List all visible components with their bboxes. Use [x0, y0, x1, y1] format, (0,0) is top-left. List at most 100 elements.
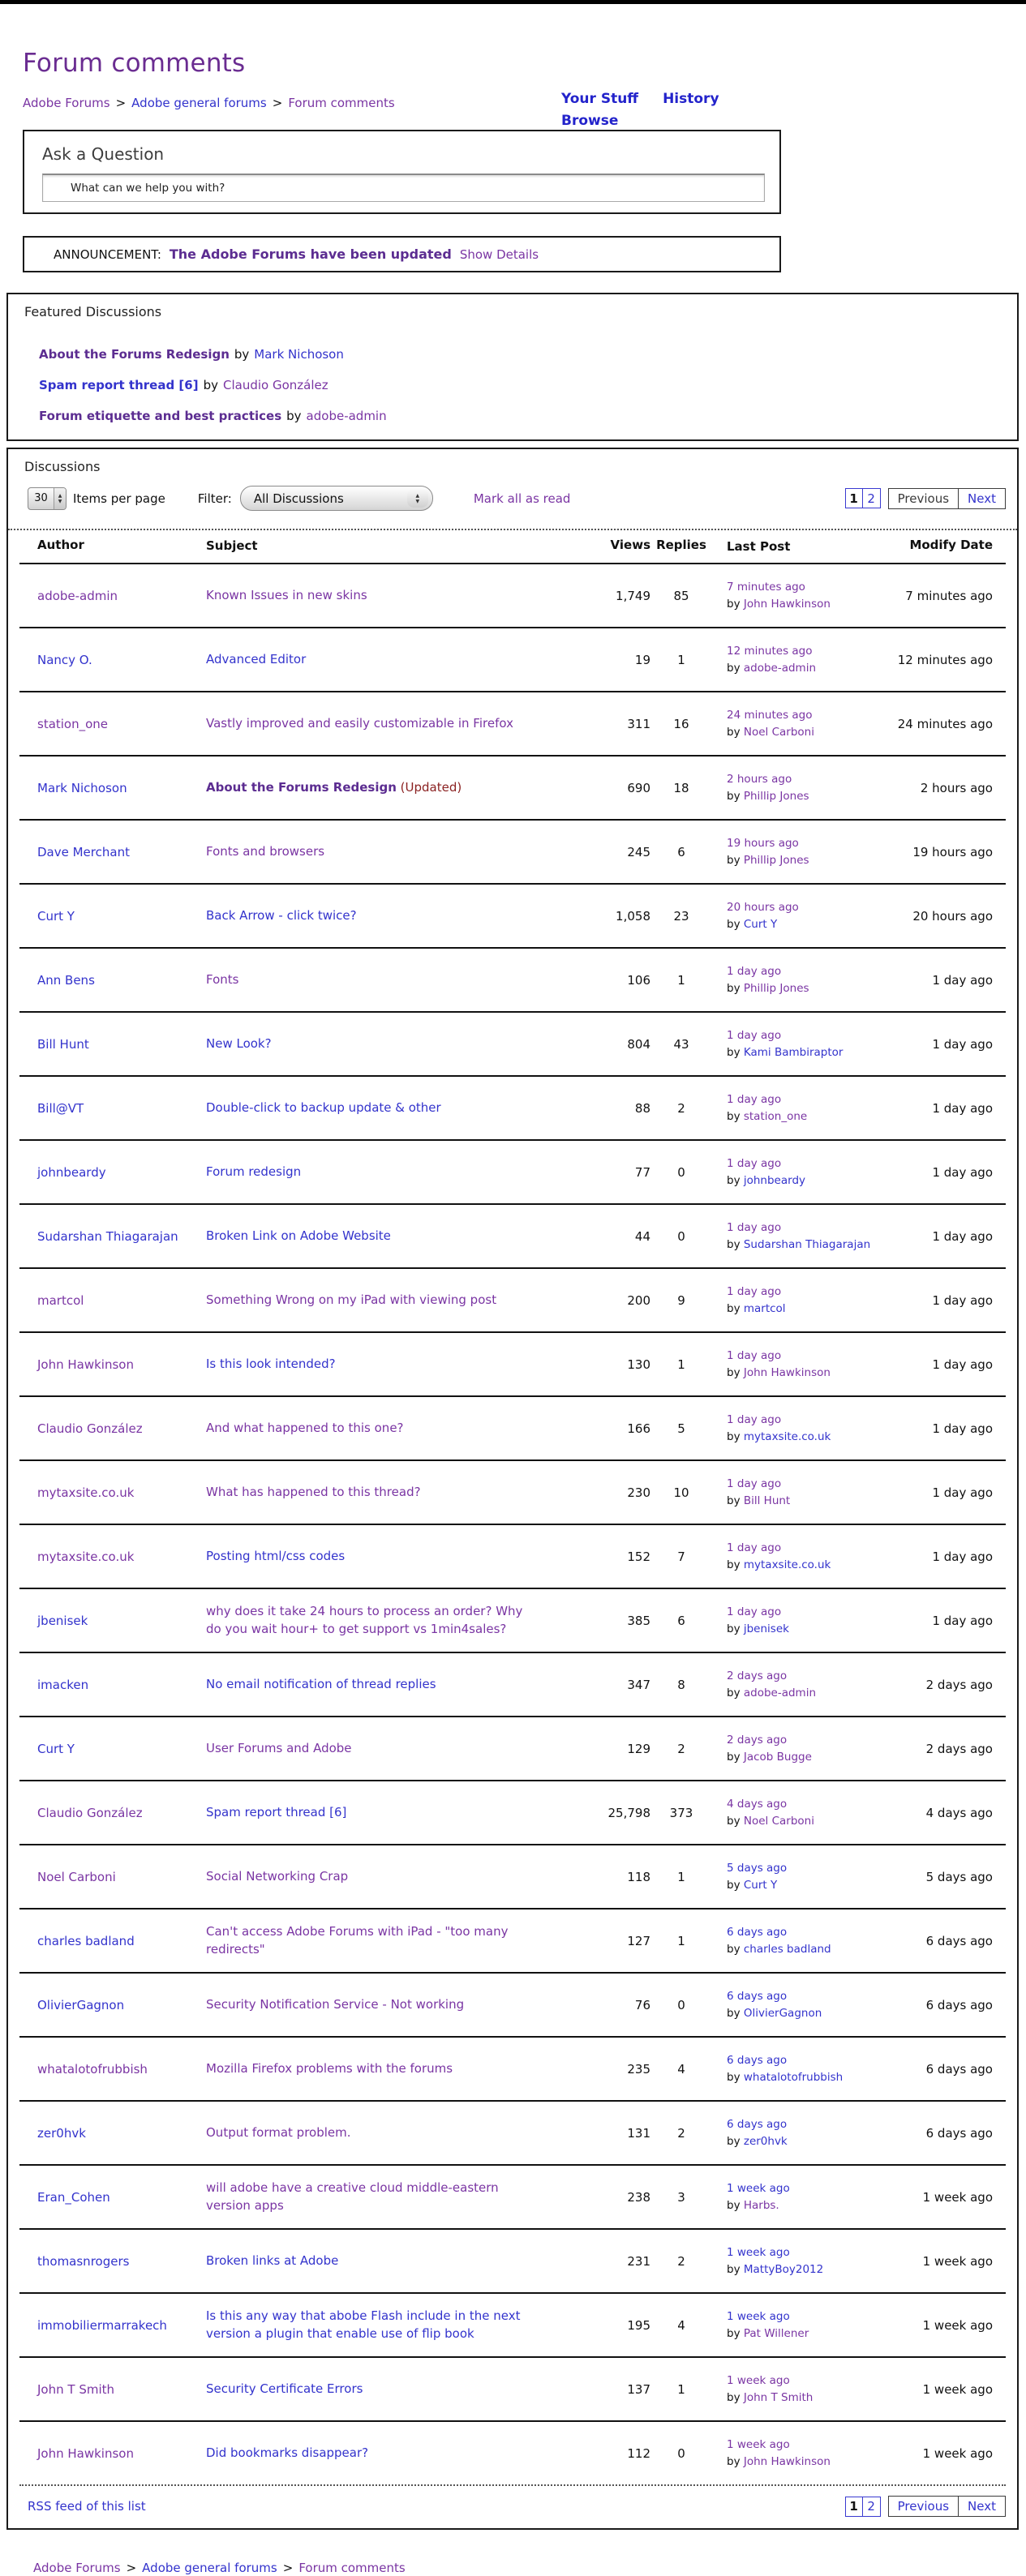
breadcrumb-general-forums[interactable]: Adobe general forums	[131, 96, 267, 110]
subject-link[interactable]: Is this any way that abobe Flash include…	[206, 2308, 521, 2341]
last-post-time-link[interactable]: 1 day ago	[727, 1348, 782, 1362]
last-post-time-link[interactable]: 4 days ago	[727, 1797, 788, 1811]
last-post-author-link[interactable]: John Hawkinson	[743, 597, 831, 611]
breadcrumb-forum-comments[interactable]: Forum comments	[298, 2561, 406, 2576]
last-post-author-link[interactable]: John Hawkinson	[743, 2454, 831, 2468]
last-post-author-link[interactable]: jbenisek	[743, 1622, 789, 1635]
nav-history[interactable]: History	[663, 91, 719, 107]
last-post-author-link[interactable]: whatalotofrubbish	[743, 2070, 844, 2084]
author-link[interactable]: immobiliermarrakech	[37, 2317, 167, 2333]
page-2-button[interactable]: 2	[862, 488, 881, 508]
last-post-time-link[interactable]: 1 day ago	[727, 1412, 782, 1426]
last-post-author-link[interactable]: Phillip Jones	[743, 789, 809, 803]
last-post-author-link[interactable]: station_one	[743, 1109, 808, 1123]
last-post-time-link[interactable]: 1 day ago	[727, 1605, 782, 1618]
mark-all-as-read-link[interactable]: Mark all as read	[473, 491, 571, 506]
last-post-author-link[interactable]: MattyBoy2012	[743, 2262, 824, 2276]
subject-link[interactable]: Known Issues in new skins	[206, 587, 367, 602]
breadcrumb-adobe-forums[interactable]: Adobe Forums	[23, 96, 110, 110]
subject-link[interactable]: Security Certificate Errors	[206, 2381, 363, 2396]
featured-author-link[interactable]: adobe-admin	[306, 409, 387, 423]
last-post-author-link[interactable]: John Hawkinson	[743, 1365, 831, 1379]
last-post-author-link[interactable]: zer0hvk	[743, 2134, 788, 2148]
subject-link[interactable]: Output format problem.	[206, 2124, 351, 2140]
author-link[interactable]: martcol	[37, 1292, 84, 1308]
last-post-time-link[interactable]: 2 days ago	[727, 1733, 788, 1747]
author-link[interactable]: Curt Y	[37, 1741, 75, 1756]
author-link[interactable]: OlivierGagnon	[37, 1997, 125, 2012]
last-post-author-link[interactable]: Pat Willener	[743, 2326, 809, 2340]
next-button[interactable]: Next	[968, 2499, 996, 2514]
author-link[interactable]: John Hawkinson	[37, 1357, 134, 1372]
author-link[interactable]: mytaxsite.co.uk	[37, 1485, 135, 1500]
subject-link[interactable]: Can't access Adobe Forums with iPad - "t…	[206, 1924, 509, 1957]
subject-link[interactable]: Did bookmarks disappear?	[206, 2445, 369, 2460]
last-post-author-link[interactable]: John T Smith	[743, 2390, 814, 2404]
filter-select[interactable]: All Discussions ▲ ▼	[239, 486, 433, 511]
subject-link[interactable]: why does it take 24 hours to process an …	[206, 1604, 523, 1636]
last-post-time-link[interactable]: 1 day ago	[727, 1284, 782, 1298]
author-link[interactable]: Bill Hunt	[37, 1036, 89, 1052]
last-post-time-link[interactable]: 24 minutes ago	[727, 708, 813, 722]
last-post-author-link[interactable]: johnbeardy	[743, 1173, 806, 1187]
author-link[interactable]: charles badland	[37, 1933, 135, 1948]
subject-link[interactable]: Social Networking Crap	[206, 1868, 349, 1884]
subject-link[interactable]: Forum redesign	[206, 1164, 302, 1179]
last-post-time-link[interactable]: 1 day ago	[727, 1220, 782, 1234]
breadcrumb-adobe-forums[interactable]: Adobe Forums	[33, 2561, 121, 2576]
last-post-time-link[interactable]: 1 day ago	[727, 1477, 782, 1490]
subject-link[interactable]: Fonts and browsers	[206, 843, 325, 859]
subject-link[interactable]: About the Forums Redesign	[206, 779, 397, 795]
last-post-author-link[interactable]: Noel Carboni	[743, 725, 814, 739]
author-link[interactable]: mytaxsite.co.uk	[37, 1549, 135, 1564]
subject-link[interactable]: Spam report thread [6]	[206, 1804, 347, 1819]
page-1-button[interactable]: 1	[844, 2496, 863, 2517]
author-link[interactable]: Bill@VT	[37, 1100, 84, 1116]
author-link[interactable]: Claudio González	[37, 1421, 143, 1436]
author-link[interactable]: John Hawkinson	[37, 2445, 134, 2461]
last-post-time-link[interactable]: 2 days ago	[727, 1669, 788, 1682]
last-post-time-link[interactable]: 1 day ago	[727, 1092, 782, 1106]
last-post-time-link[interactable]: 1 week ago	[727, 2309, 790, 2323]
subject-link[interactable]: Double-click to backup update & other	[206, 1099, 441, 1115]
last-post-time-link[interactable]: 20 hours ago	[727, 900, 799, 914]
featured-thread-link[interactable]: About the Forums Redesign	[39, 347, 230, 362]
subject-link[interactable]: Broken links at Adobe	[206, 2252, 339, 2268]
subject-link[interactable]: No email notification of thread replies	[206, 1676, 436, 1691]
next-button[interactable]: Next	[968, 491, 996, 506]
last-post-author-link[interactable]: Curt Y	[743, 1878, 778, 1892]
subject-link[interactable]: Something Wrong on my iPad with viewing …	[206, 1292, 497, 1307]
last-post-author-link[interactable]: martcol	[743, 1301, 786, 1315]
page-1-button[interactable]: 1	[844, 488, 863, 508]
last-post-time-link[interactable]: 1 day ago	[727, 964, 782, 978]
last-post-author-link[interactable]: Phillip Jones	[743, 853, 809, 867]
author-link[interactable]: Curt Y	[37, 908, 75, 924]
last-post-time-link[interactable]: 6 days ago	[727, 2053, 788, 2067]
previous-button[interactable]: Previous	[889, 2497, 959, 2517]
subject-link[interactable]: And what happened to this one?	[206, 1420, 404, 1435]
subject-link[interactable]: Security Notification Service - Not work…	[206, 1996, 465, 2012]
author-link[interactable]: Nancy O.	[37, 652, 92, 667]
stepper-icon[interactable]: ▲ ▼	[406, 489, 428, 508]
stepper-icon[interactable]: ▲ ▼	[54, 487, 66, 509]
rss-feed-link[interactable]: RSS feed of this list	[28, 2499, 146, 2514]
subject-link[interactable]: New Look?	[206, 1035, 272, 1051]
subject-link[interactable]: Mozilla Firefox problems with the forums	[206, 2060, 453, 2076]
author-link[interactable]: adobe-admin	[37, 588, 118, 603]
author-link[interactable]: Claudio González	[37, 1805, 143, 1820]
subject-link[interactable]: will adobe have a creative cloud middle-…	[206, 2180, 499, 2213]
featured-author-link[interactable]: Mark Nichoson	[254, 347, 344, 362]
author-link[interactable]: jbenisek	[37, 1613, 88, 1628]
author-link[interactable]: imacken	[37, 1677, 89, 1692]
last-post-time-link[interactable]: 1 week ago	[727, 2437, 790, 2451]
subject-link[interactable]: What has happened to this thread?	[206, 1484, 421, 1499]
last-post-time-link[interactable]: 2 hours ago	[727, 772, 792, 786]
author-link[interactable]: Ann Bens	[37, 972, 95, 988]
last-post-time-link[interactable]: 1 day ago	[727, 1156, 782, 1170]
subject-link[interactable]: Broken Link on Adobe Website	[206, 1228, 391, 1243]
last-post-author-link[interactable]: Sudarshan Thiagarajan	[743, 1237, 871, 1251]
last-post-author-link[interactable]: charles badland	[743, 1942, 831, 1956]
author-link[interactable]: zer0hvk	[37, 2125, 86, 2141]
last-post-author-link[interactable]: Curt Y	[743, 917, 778, 931]
last-post-author-link[interactable]: Kami Bambiraptor	[743, 1045, 844, 1059]
